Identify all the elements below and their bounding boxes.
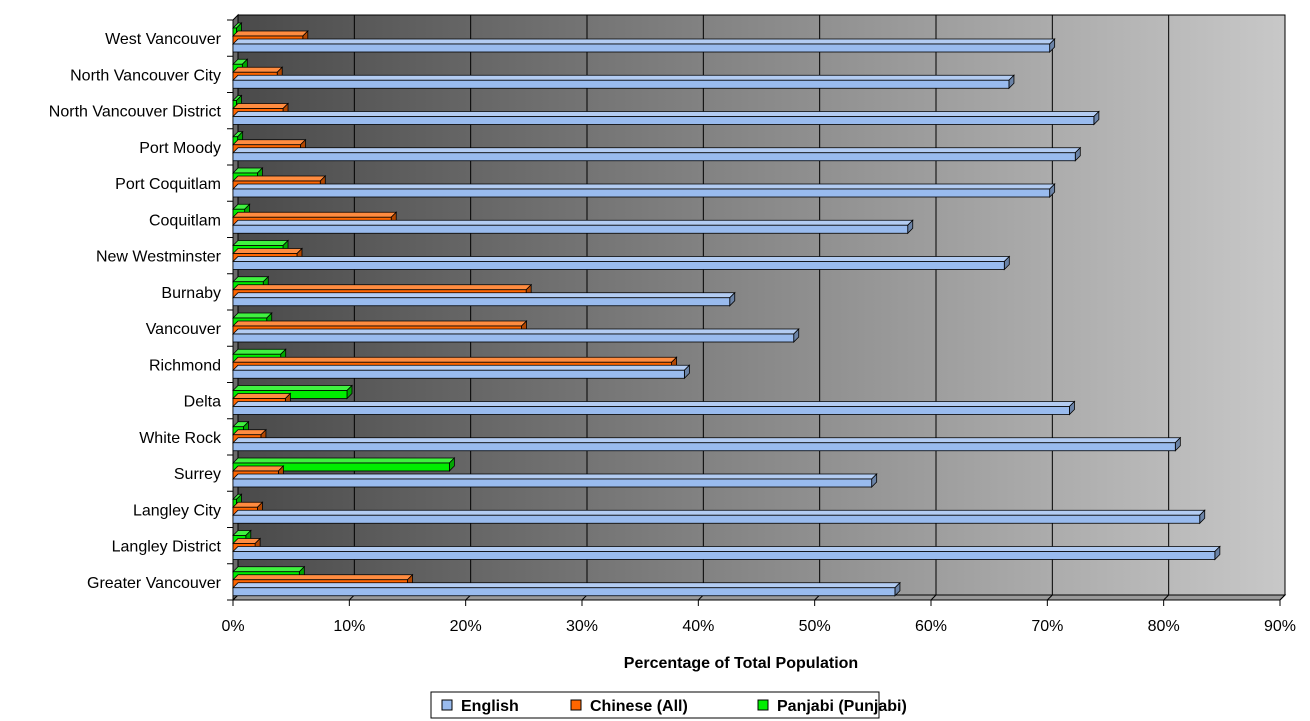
bar-english	[233, 148, 1080, 161]
legend-swatch	[571, 700, 581, 710]
bar-english	[233, 293, 735, 306]
category-label: Surrey	[174, 466, 221, 483]
legend-label: English	[461, 698, 519, 715]
category-label: North Vancouver City	[70, 67, 221, 84]
legend-label: Chinese (All)	[590, 698, 688, 715]
x-tick-label: 20%	[450, 618, 482, 635]
legend: English Chinese (All) Panjabi (Punjabi)	[431, 692, 907, 718]
category-label: New Westminster	[96, 249, 222, 266]
x-tick-label: 30%	[566, 618, 598, 635]
category-label: West Vancouver	[105, 31, 222, 48]
bar-english	[233, 220, 913, 233]
category-label: North Vancouver District	[49, 104, 222, 121]
category-label: White Rock	[139, 430, 222, 447]
category-label: Port Moody	[139, 140, 221, 157]
x-tick-label: 40%	[682, 618, 714, 635]
bar-english	[233, 547, 1220, 560]
bar-english	[233, 365, 689, 378]
x-tick-label: 0%	[221, 618, 244, 635]
x-tick-label: 60%	[915, 618, 947, 635]
category-label: Richmond	[149, 357, 221, 374]
x-tick-label: 80%	[1148, 618, 1180, 635]
legend-swatch	[758, 700, 768, 710]
legend-label: Panjabi (Punjabi)	[777, 698, 907, 715]
x-tick-label: 90%	[1264, 618, 1296, 635]
bar-english	[233, 438, 1180, 451]
x-axis-title: Percentage of Total Population	[624, 655, 858, 672]
bar-english	[233, 39, 1055, 52]
bar-english	[233, 474, 877, 487]
bar-english	[233, 75, 1014, 88]
category-label: Burnaby	[161, 285, 221, 302]
x-tick-label: 10%	[333, 618, 365, 635]
bar-english	[233, 402, 1074, 415]
bar-english	[233, 510, 1205, 523]
bar-english	[233, 112, 1099, 125]
legend-swatch	[442, 700, 452, 710]
bar-english	[233, 329, 799, 342]
x-tick-label: 50%	[799, 618, 831, 635]
x-tick-label: 70%	[1031, 618, 1063, 635]
category-label: Coquitlam	[149, 212, 221, 229]
category-label: Langley District	[112, 539, 222, 556]
category-label: Greater Vancouver	[87, 575, 222, 592]
bar-english	[233, 184, 1055, 197]
category-label: Delta	[184, 394, 221, 411]
category-label: Vancouver	[146, 321, 222, 338]
bar-english	[233, 257, 1009, 270]
category-label: Langley City	[133, 502, 221, 519]
category-label: Port Coquitlam	[115, 176, 221, 193]
bar-english	[233, 583, 900, 596]
